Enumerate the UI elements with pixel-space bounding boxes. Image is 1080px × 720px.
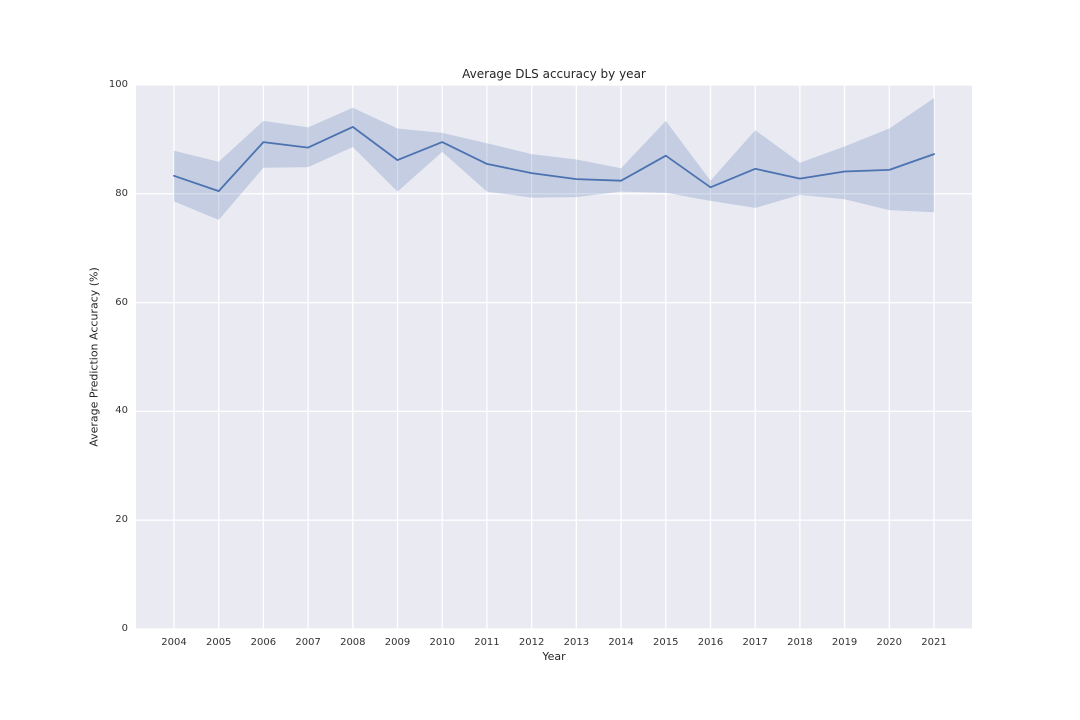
x-tick-label: 2013 — [563, 637, 590, 648]
y-tick-label: 40 — [115, 405, 128, 417]
x-tick-label: 2017 — [742, 637, 768, 648]
y-tick-label: 80 — [115, 187, 128, 199]
x-axis-label: Year — [542, 650, 566, 663]
x-tick-label: 2008 — [340, 637, 366, 648]
x-tick-label: 2021 — [921, 637, 947, 648]
line-chart-canvas — [136, 85, 972, 629]
x-tick-label: 2018 — [787, 637, 813, 648]
x-tick-label: 2011 — [474, 637, 500, 648]
y-tick-label: 60 — [115, 296, 128, 308]
chart-title: Average DLS accuracy by year — [462, 67, 646, 81]
y-axis-label: Average Prediction Accuracy (%) — [87, 267, 101, 447]
x-tick-label: 2016 — [697, 637, 724, 648]
x-tick-label: 2006 — [250, 637, 277, 648]
y-tick-label: 20 — [115, 514, 128, 526]
x-tick-label: 2020 — [876, 637, 902, 648]
x-tick-label: 2004 — [161, 637, 187, 648]
x-tick-label: 2007 — [295, 637, 321, 648]
x-tick-label: 2005 — [205, 637, 232, 648]
y-tick-label: 0 — [121, 623, 128, 634]
plot-area — [136, 85, 972, 629]
x-tick-label: 2010 — [429, 637, 455, 648]
y-tick-label: 100 — [108, 79, 128, 90]
x-tick-label: 2012 — [518, 637, 545, 648]
confidence-band — [174, 98, 934, 220]
x-tick-label: 2019 — [831, 637, 858, 648]
x-tick-label: 2014 — [608, 637, 634, 648]
accuracy-line — [173, 126, 935, 192]
x-tick-label: 2009 — [384, 637, 411, 648]
x-tick-label: 2015 — [653, 637, 679, 648]
